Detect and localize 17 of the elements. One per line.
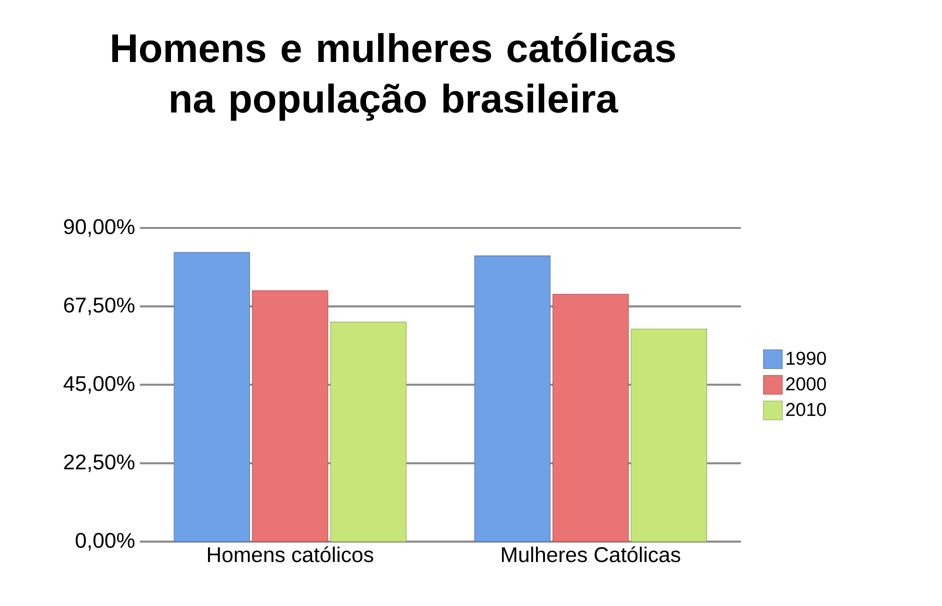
- y-tick-label: 90,00%: [64, 219, 134, 237]
- y-tick-label: 0,00%: [76, 532, 134, 550]
- x-tick-label: Mulheres Católicas: [502, 546, 680, 562]
- bar: [552, 294, 629, 542]
- legend-label: 2010: [786, 402, 826, 416]
- x-tick-label: Homens católicos: [208, 546, 374, 562]
- legend-label: 2000: [786, 377, 826, 391]
- bar: [174, 252, 250, 542]
- bar: [630, 328, 707, 542]
- bar: [252, 290, 328, 542]
- y-tick-label: 67,50%: [64, 298, 134, 316]
- legend-label: 1990: [786, 352, 826, 365]
- bar: [330, 322, 406, 542]
- y-tick-label: 22,50%: [64, 454, 134, 472]
- chart-title: Homens e mulheres católicas na população brasileira: [112, 32, 675, 121]
- y-tick-label: 45,00%: [64, 376, 134, 394]
- bar: [474, 256, 550, 542]
